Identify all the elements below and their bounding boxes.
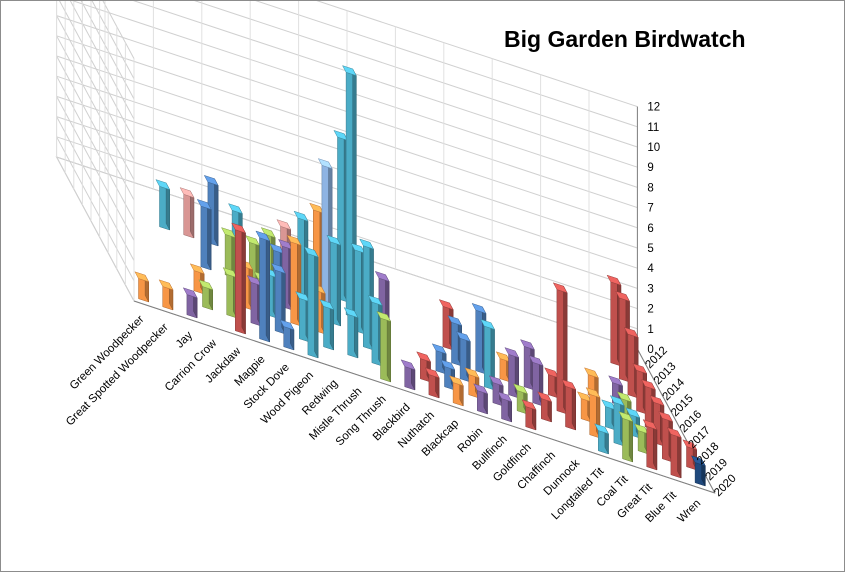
category-tick-label: Jay <box>174 329 195 350</box>
value-tick-label: 1 <box>647 324 653 336</box>
side-gridline <box>56 75 135 221</box>
bar-mistle-thrush-2019 <box>343 307 359 359</box>
bar-nuthatch-2020 <box>424 367 440 399</box>
value-tick-label: 9 <box>647 162 653 174</box>
bars-group <box>134 65 706 487</box>
bar-robin-2020 <box>473 383 489 415</box>
bar-carrion-crow-2019 <box>198 279 214 311</box>
bar-carrion-crow-2018 <box>189 263 205 295</box>
side-gridline <box>56 15 135 160</box>
bar-nuthatch-2019 <box>416 351 432 383</box>
value-tick-label: 2 <box>647 304 653 316</box>
bar-wren-2019 <box>682 439 698 471</box>
bar-bullfinch-2020 <box>497 391 513 423</box>
side-gridline <box>56 116 135 261</box>
value-tick-label: 11 <box>647 122 659 134</box>
bar-goldfinch-2019 <box>512 383 528 415</box>
bar-jackdaw-2019 <box>222 267 238 319</box>
bar-jackdaw-2020 <box>231 222 247 335</box>
bar-goldfinch-2020 <box>521 399 537 431</box>
side-gridline <box>56 96 135 241</box>
value-tick-label: 7 <box>647 203 653 215</box>
side-gridline <box>80 1 135 100</box>
chart-title: Big Garden Birdwatch <box>504 26 746 52</box>
value-tick-label: 3 <box>647 283 653 295</box>
side-gridline <box>91 1 135 80</box>
category-tick-label: Robin <box>456 425 486 455</box>
bar-bullfinch-2018 <box>480 318 496 391</box>
category-axis-line <box>133 300 715 494</box>
bar-goldfinch-2017 <box>495 351 511 383</box>
bar-redwing-2019 <box>319 299 335 351</box>
value-tick-label: 10 <box>647 142 660 154</box>
bar-blackbird-2020 <box>400 359 416 391</box>
bar-blue-tit-2013 <box>606 274 622 367</box>
bar-song-thrush-2020 <box>376 310 392 383</box>
bar-longtailed-tit-2020 <box>594 423 610 455</box>
bar-longtailed-tit-2018 <box>576 391 592 423</box>
side-gridline <box>102 1 135 59</box>
bar-jackdaw-2016 <box>196 198 212 271</box>
value-tick-label: 12 <box>647 102 660 114</box>
value-tick-label: 8 <box>647 182 653 194</box>
bar-blackcap-2018 <box>431 343 447 375</box>
bar-magpie-2020 <box>255 230 271 343</box>
bar-robin-2016 <box>438 299 454 351</box>
value-tick-label: 0 <box>647 344 653 356</box>
value-tick-label: 4 <box>647 263 654 275</box>
bar-dunnock-2017 <box>544 367 560 399</box>
value-tick-label: 6 <box>647 223 653 235</box>
bar-blackcap-2020 <box>448 375 464 407</box>
bar-chaffinch-2017 <box>519 339 535 391</box>
category-tick-label: Wren <box>675 497 703 525</box>
bar-coal-tit-2018 <box>601 399 617 431</box>
bar-coal-tit-2020 <box>618 411 634 463</box>
bar-wood-pigeon-2020 <box>303 246 319 359</box>
bar-wren-2020 <box>690 455 706 487</box>
bar-green-woodpecker-2020 <box>134 271 150 303</box>
side-gridline <box>56 156 135 302</box>
bar-bullfinch-2019 <box>488 375 504 407</box>
bar-magpie-2016 <box>220 227 236 279</box>
side-gridline <box>56 136 135 282</box>
bar-jay-2020 <box>182 287 198 319</box>
bar-stock-dove-2019 <box>270 262 286 335</box>
bar-great-spotted-woodpecker-2020 <box>158 279 174 311</box>
bar-blue-tit-2015 <box>623 326 639 399</box>
bar-great-tit-2020 <box>642 419 658 471</box>
bar-song-thrush-2018 <box>359 238 375 351</box>
value-tick-label: 5 <box>647 243 653 255</box>
bar-chaffinch-2019 <box>537 391 553 423</box>
bar-dunnock-2019 <box>561 379 577 431</box>
bar-mistle-thrush-2017 <box>326 234 342 327</box>
bar-robin-2019 <box>464 367 480 399</box>
side-gridline <box>56 55 135 201</box>
side-gridline <box>56 35 135 181</box>
bar-jackdaw-2014 <box>179 187 195 239</box>
side-gridline <box>69 1 135 120</box>
side-gridline <box>59 1 135 140</box>
bar-bullfinch-2017 <box>471 302 487 375</box>
bar-stock-dove-2020 <box>279 319 295 351</box>
bar-carrion-crow-2014 <box>155 179 171 231</box>
bar-blue-tit-2020 <box>666 427 682 479</box>
